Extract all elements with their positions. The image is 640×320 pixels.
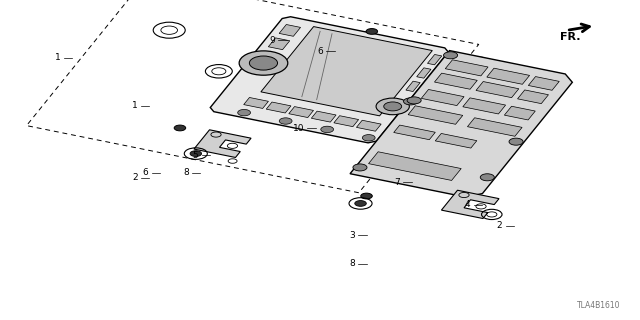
Polygon shape bbox=[289, 107, 314, 117]
Circle shape bbox=[384, 102, 402, 111]
Text: 8: 8 bbox=[349, 260, 355, 268]
Polygon shape bbox=[268, 38, 290, 50]
Text: 3: 3 bbox=[349, 231, 355, 240]
Polygon shape bbox=[467, 118, 522, 136]
Text: 1: 1 bbox=[132, 101, 138, 110]
Text: TLA4B1610: TLA4B1610 bbox=[577, 301, 621, 310]
Text: 6: 6 bbox=[143, 168, 148, 177]
Polygon shape bbox=[350, 51, 572, 197]
Polygon shape bbox=[369, 152, 461, 180]
Polygon shape bbox=[257, 51, 279, 63]
Circle shape bbox=[444, 52, 458, 59]
Polygon shape bbox=[487, 68, 529, 84]
Polygon shape bbox=[504, 106, 535, 120]
Circle shape bbox=[237, 109, 250, 116]
Circle shape bbox=[355, 201, 366, 206]
Text: 2: 2 bbox=[132, 173, 138, 182]
Circle shape bbox=[353, 164, 367, 171]
Polygon shape bbox=[408, 106, 463, 124]
Text: 1: 1 bbox=[55, 53, 61, 62]
Polygon shape bbox=[435, 73, 477, 89]
Circle shape bbox=[362, 135, 375, 141]
Polygon shape bbox=[518, 90, 548, 104]
Polygon shape bbox=[445, 60, 488, 76]
Circle shape bbox=[239, 51, 288, 75]
Polygon shape bbox=[442, 190, 499, 219]
Polygon shape bbox=[529, 76, 559, 90]
Polygon shape bbox=[211, 17, 449, 143]
Circle shape bbox=[480, 174, 494, 181]
Polygon shape bbox=[244, 98, 268, 108]
Polygon shape bbox=[311, 111, 336, 122]
Polygon shape bbox=[421, 90, 464, 106]
Circle shape bbox=[366, 28, 378, 34]
Polygon shape bbox=[334, 116, 358, 127]
Polygon shape bbox=[463, 98, 506, 114]
Circle shape bbox=[190, 151, 202, 156]
Polygon shape bbox=[266, 102, 291, 113]
Text: 9: 9 bbox=[269, 36, 275, 44]
Text: 7: 7 bbox=[394, 178, 400, 187]
Text: FR.: FR. bbox=[560, 32, 580, 42]
Circle shape bbox=[321, 126, 333, 132]
Circle shape bbox=[279, 118, 292, 124]
Circle shape bbox=[509, 138, 523, 145]
Polygon shape bbox=[394, 125, 435, 140]
Text: 2: 2 bbox=[497, 221, 502, 230]
Polygon shape bbox=[435, 133, 477, 148]
Circle shape bbox=[250, 56, 278, 70]
Text: 8: 8 bbox=[183, 168, 189, 177]
Text: 10: 10 bbox=[292, 124, 304, 132]
Polygon shape bbox=[476, 82, 519, 98]
Polygon shape bbox=[194, 130, 251, 157]
Polygon shape bbox=[406, 81, 420, 92]
Polygon shape bbox=[417, 68, 431, 78]
Circle shape bbox=[174, 125, 186, 131]
Text: 5: 5 bbox=[193, 151, 198, 160]
Circle shape bbox=[376, 98, 410, 115]
Polygon shape bbox=[428, 54, 442, 65]
Polygon shape bbox=[356, 120, 381, 131]
Circle shape bbox=[361, 193, 372, 199]
Circle shape bbox=[404, 98, 418, 105]
Text: 4: 4 bbox=[465, 200, 470, 209]
Polygon shape bbox=[261, 27, 432, 116]
Circle shape bbox=[407, 97, 421, 104]
Polygon shape bbox=[279, 25, 301, 36]
Text: 6: 6 bbox=[317, 47, 323, 56]
